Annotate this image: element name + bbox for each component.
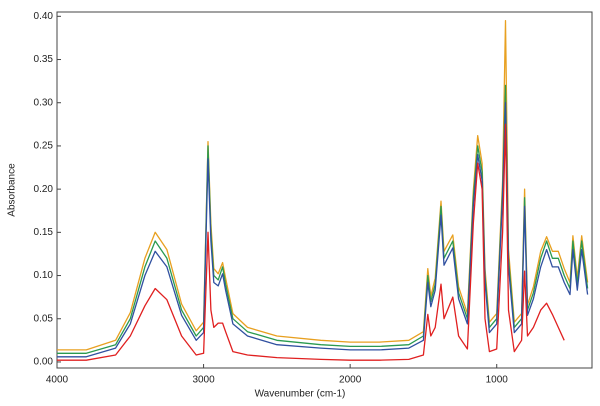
y-tick-label: 0.00 (34, 357, 54, 368)
y-axis-label: Absorbance (7, 163, 18, 217)
y-tick-label: 0.30 (34, 97, 54, 108)
y-tick-label: 0.05 (34, 313, 54, 324)
y-tick-label: 0.35 (34, 54, 54, 65)
y-tick-label: 0.20 (34, 184, 54, 195)
y-tick-label: 0.40 (34, 11, 54, 22)
x-tick-label: 3000 (192, 375, 215, 386)
spectrum-line (57, 123, 565, 361)
y-tick-label: 0.25 (34, 141, 54, 152)
y-tick-label: 0.15 (34, 227, 54, 238)
spectrum-line (57, 102, 589, 358)
x-tick-label: 1000 (486, 375, 509, 386)
x-tick-label: 4000 (46, 375, 69, 386)
x-axis-label: Wavenumber (cm-1) (255, 389, 346, 400)
plot-frame (56, 11, 593, 369)
x-tick-label: 2000 (339, 375, 362, 386)
y-tick-label: 0.10 (34, 270, 54, 281)
